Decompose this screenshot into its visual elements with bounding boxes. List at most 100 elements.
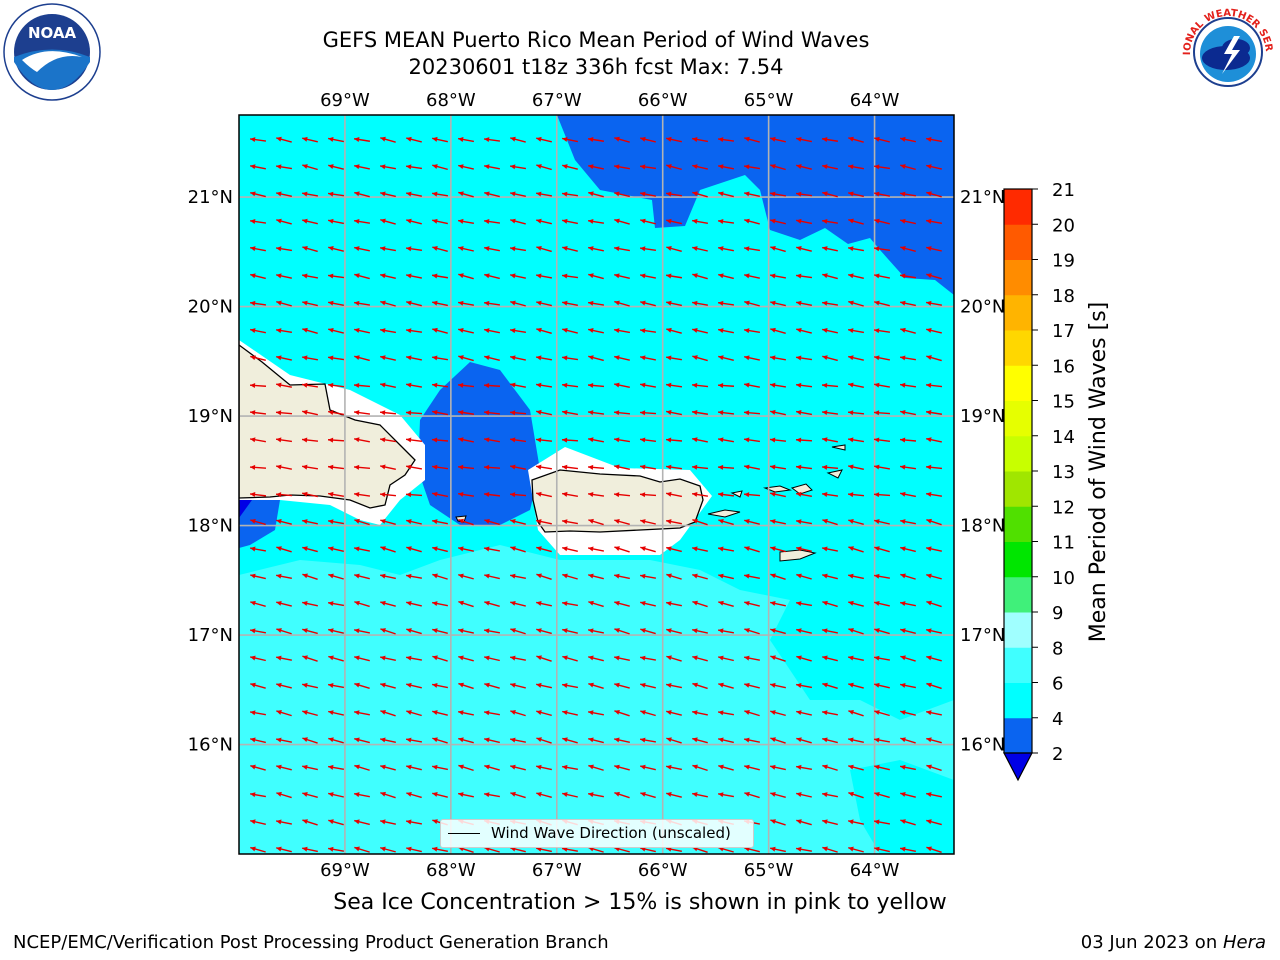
wave-direction-arrow bbox=[432, 164, 448, 171]
wave-direction-arrow bbox=[718, 191, 734, 198]
wave-direction-arrow bbox=[796, 819, 812, 826]
wave-direction-arrow bbox=[822, 273, 838, 280]
wave-direction-arrow bbox=[406, 600, 422, 607]
wave-direction-arrow bbox=[718, 737, 734, 744]
map-frame bbox=[238, 114, 955, 855]
wave-direction-arrow bbox=[900, 218, 916, 225]
wave-direction-arrow bbox=[796, 546, 812, 552]
wave-direction-arrow bbox=[353, 464, 371, 470]
wave-direction-arrow bbox=[770, 573, 786, 580]
wave-direction-arrow bbox=[328, 573, 344, 580]
wave-direction-arrow bbox=[900, 491, 916, 498]
wave-direction-arrow bbox=[301, 273, 319, 279]
wave-direction-arrow bbox=[432, 628, 448, 635]
wave-direction-arrow bbox=[900, 246, 916, 252]
wave-direction-arrow bbox=[613, 246, 631, 252]
wave-direction-arrow bbox=[483, 492, 501, 498]
wave-direction-arrow bbox=[821, 464, 839, 470]
wave-direction-arrow bbox=[925, 137, 943, 143]
wave-direction-arrow bbox=[354, 573, 370, 580]
wave-direction-arrow bbox=[666, 601, 682, 607]
wave-direction-arrow bbox=[692, 764, 708, 772]
wave-direction-arrow bbox=[250, 518, 266, 526]
wave-direction-arrow bbox=[926, 546, 942, 552]
wave-direction-arrow bbox=[640, 519, 656, 525]
colorbar-tick-label: 9 bbox=[1052, 603, 1063, 624]
wave-direction-arrow bbox=[614, 136, 630, 143]
wave-direction-arrow bbox=[536, 710, 552, 717]
wave-direction-arrow bbox=[796, 218, 812, 225]
wave-direction-arrow bbox=[717, 792, 735, 798]
wave-direction-arrow bbox=[639, 655, 657, 661]
wave-direction-arrow bbox=[821, 218, 839, 224]
wave-direction-arrow bbox=[510, 628, 526, 635]
wave-direction-arrow bbox=[510, 464, 526, 470]
footer-host: Hera bbox=[1222, 932, 1266, 953]
wave-direction-arrow bbox=[380, 628, 396, 635]
wave-direction-arrow bbox=[379, 246, 397, 252]
wave-direction-arrow bbox=[354, 764, 370, 771]
wave-direction-arrow bbox=[432, 601, 448, 607]
wave-direction-arrow bbox=[561, 601, 579, 607]
wave-direction-arrow bbox=[483, 437, 501, 443]
wave-direction-arrow bbox=[536, 491, 552, 498]
wave-direction-arrow bbox=[873, 410, 891, 416]
wave-direction-arrow bbox=[509, 246, 527, 252]
wave-direction-arrow bbox=[874, 519, 890, 525]
wave-direction-arrow bbox=[744, 791, 760, 799]
wave-direction-arrow bbox=[744, 519, 760, 525]
wave-direction-arrow bbox=[899, 355, 917, 361]
wave-direction-arrow bbox=[640, 791, 656, 799]
wave-direction-arrow bbox=[354, 710, 370, 716]
wave-direction-arrow bbox=[302, 327, 318, 334]
wave-direction-arrow bbox=[873, 737, 891, 743]
wave-direction-arrow bbox=[925, 382, 943, 388]
wave-direction-arrow bbox=[900, 819, 916, 826]
wave-direction-arrow bbox=[509, 164, 527, 170]
wave-direction-arrow bbox=[873, 819, 891, 825]
wave-direction-arrow bbox=[379, 437, 397, 443]
wave-direction-arrow bbox=[457, 491, 475, 497]
wave-direction-arrow bbox=[744, 136, 760, 143]
wave-direction-arrow bbox=[795, 846, 813, 852]
wave-direction-arrow bbox=[380, 791, 396, 799]
wave-direction-arrow bbox=[405, 410, 423, 416]
wave-direction-arrow bbox=[484, 246, 500, 252]
wave-direction-arrow bbox=[380, 519, 396, 525]
wave-direction-arrow bbox=[666, 655, 682, 662]
wave-direction-arrow bbox=[328, 546, 344, 552]
wave-direction-arrow bbox=[275, 328, 293, 334]
wave-direction-arrow bbox=[509, 410, 527, 416]
wave-direction-arrow bbox=[353, 300, 371, 306]
wave-direction-arrow bbox=[510, 546, 526, 553]
wave-direction-arrow bbox=[770, 519, 786, 525]
colorbar-tick-label: 19 bbox=[1052, 251, 1075, 272]
wave-direction-arrow bbox=[614, 737, 630, 743]
wave-direction-arrow bbox=[743, 437, 761, 443]
wave-direction-arrow bbox=[770, 300, 786, 307]
wave-direction-arrow bbox=[483, 546, 501, 552]
wave-direction-arrow bbox=[250, 573, 266, 580]
wave-direction-arrow bbox=[328, 819, 344, 826]
colorbar-segment bbox=[1004, 365, 1032, 401]
wave-direction-arrow bbox=[666, 491, 682, 498]
wave-direction-arrow bbox=[926, 737, 942, 744]
wave-direction-arrow bbox=[483, 219, 501, 224]
wave-direction-arrow bbox=[588, 273, 604, 280]
wave-direction-arrow bbox=[535, 273, 553, 279]
wave-direction-arrow bbox=[535, 382, 553, 388]
wave-direction-arrow bbox=[354, 655, 370, 662]
wave-direction-arrow bbox=[874, 791, 890, 799]
wave-direction-arrow bbox=[848, 355, 864, 361]
colorbar-segment bbox=[1004, 682, 1032, 719]
wave-direction-arrow bbox=[614, 300, 630, 307]
wave-direction-arrow bbox=[822, 437, 838, 443]
wave-direction-arrow bbox=[562, 246, 578, 252]
lat-label-right: 18°N bbox=[960, 516, 1005, 537]
wave-direction-arrow bbox=[276, 846, 292, 853]
wave-direction-arrow bbox=[250, 737, 266, 744]
wave-direction-arrow bbox=[743, 164, 761, 170]
wave-direction-arrow bbox=[614, 682, 630, 689]
wave-period-field-2-4-mona bbox=[418, 362, 540, 525]
wave-direction-arrow bbox=[587, 382, 605, 388]
